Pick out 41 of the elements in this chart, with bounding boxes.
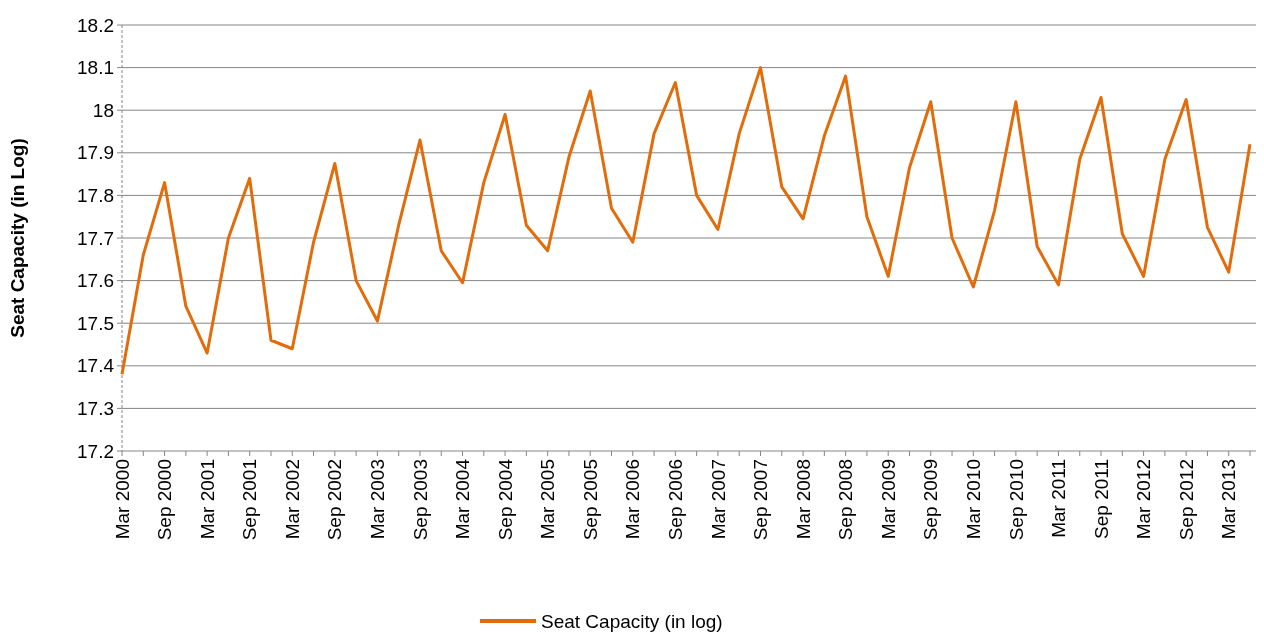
line-series (120, 66, 1252, 376)
x-tick-label: Mar 2006 (622, 459, 644, 540)
x-tick-label: Mar 2001 (196, 459, 218, 540)
x-tick-label: Mar 2012 (1133, 459, 1155, 540)
x-tick-label: Mar 2003 (367, 459, 389, 540)
y-tick-label: 18 (92, 99, 114, 121)
x-tick-label: Sep 2006 (665, 459, 687, 541)
x-tick-label: Sep 2002 (324, 459, 346, 541)
y-tick-label: 17.8 (77, 185, 114, 207)
y-tick-label: 17.9 (77, 142, 114, 164)
y-tick-label: 17.7 (77, 227, 114, 249)
y-tick-label: 17.3 (77, 398, 114, 420)
y-tick-label: 17.4 (77, 355, 115, 377)
y-tick-label: 18.2 (77, 14, 114, 36)
x-tick-label: Mar 2008 (792, 459, 814, 540)
x-tick-label: Sep 2004 (494, 458, 516, 541)
x-tick-label: Mar 2002 (281, 459, 303, 540)
x-tick-label: Sep 2012 (1175, 459, 1197, 541)
x-tick-label: Sep 2010 (1005, 459, 1027, 541)
x-tick-label: Sep 2007 (750, 459, 772, 541)
x-tick-label: Mar 2000 (111, 459, 133, 540)
x-tick-label: Sep 2011 (1090, 459, 1112, 539)
x-tick-label: Mar 2007 (707, 459, 729, 540)
x-tick-label: Sep 2005 (579, 459, 601, 541)
x-tick-label: Mar 2010 (962, 459, 984, 540)
y-tick-label: 17.5 (77, 312, 114, 334)
x-tick-label: Sep 2008 (835, 459, 857, 541)
x-tick-label: Mar 2004 (452, 458, 474, 540)
y-axis-title: Seat Capacity (in Log) (7, 138, 28, 338)
y-tick-label: 17.2 (77, 440, 114, 462)
x-tick-label: Sep 2001 (239, 459, 261, 541)
x-tick-label: Mar 2013 (1218, 459, 1240, 540)
y-tick-label: 18.1 (77, 57, 114, 79)
legend-label: Seat Capacity (in log) (541, 610, 723, 632)
x-tick-label: Sep 2009 (920, 459, 942, 541)
x-tick-label: Sep 2000 (154, 459, 176, 541)
x-tick-label: Sep 2003 (409, 459, 431, 541)
y-tick-label: 17.6 (77, 270, 114, 292)
x-tick-label: Mar 2005 (537, 459, 559, 540)
x-tick-label: Mar 2009 (877, 459, 899, 540)
x-tick-label: Mar 2011 (1048, 459, 1070, 538)
